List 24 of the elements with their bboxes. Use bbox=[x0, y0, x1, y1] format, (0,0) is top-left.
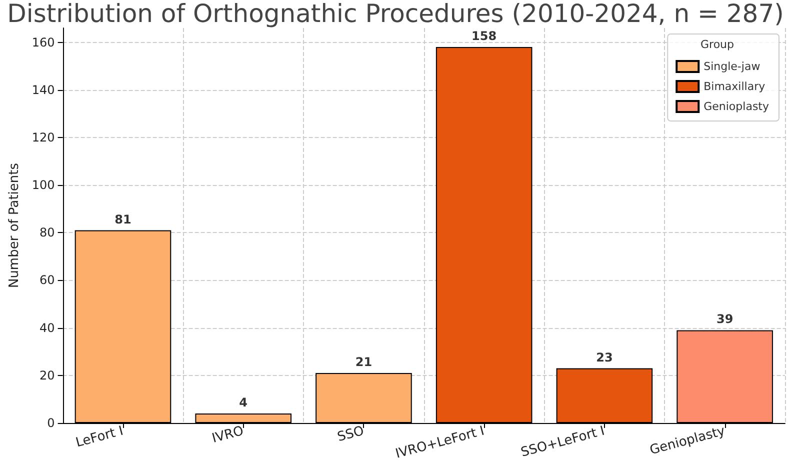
y-tick-label: 80 bbox=[40, 226, 55, 240]
data-label: 158 bbox=[472, 29, 497, 44]
x-tick-label: SSO bbox=[336, 424, 366, 446]
y-tick-label: 160 bbox=[32, 35, 55, 50]
y-tick-label: 120 bbox=[32, 130, 55, 144]
x-tick-label: IVRO bbox=[210, 424, 246, 447]
y-tick-label: 40 bbox=[40, 320, 55, 335]
data-label: 39 bbox=[716, 312, 734, 326]
data-label: 21 bbox=[355, 355, 372, 370]
data-label: 23 bbox=[596, 350, 613, 364]
y-axis-title: Number of Patients bbox=[7, 162, 22, 288]
y-tick-label: 140 bbox=[32, 82, 55, 97]
y-tick-label: 0 bbox=[47, 416, 55, 430]
legend-title: Group bbox=[700, 38, 734, 51]
x-tick-label: LeFort I bbox=[74, 424, 125, 451]
y-tick-label: 60 bbox=[40, 273, 55, 288]
legend-label: Single-jaw bbox=[704, 60, 760, 73]
data-label: 4 bbox=[239, 395, 248, 410]
legend-label: Bimaxillary bbox=[704, 80, 766, 93]
legend-label: Genioplasty bbox=[704, 100, 770, 113]
chart-title: Distribution of Orthognathic Procedures (2010-2024, n = 287) bbox=[7, 0, 784, 28]
y-tick-label: 100 bbox=[32, 178, 55, 192]
data-label: 81 bbox=[114, 212, 132, 226]
y-tick-label: 20 bbox=[40, 368, 55, 382]
